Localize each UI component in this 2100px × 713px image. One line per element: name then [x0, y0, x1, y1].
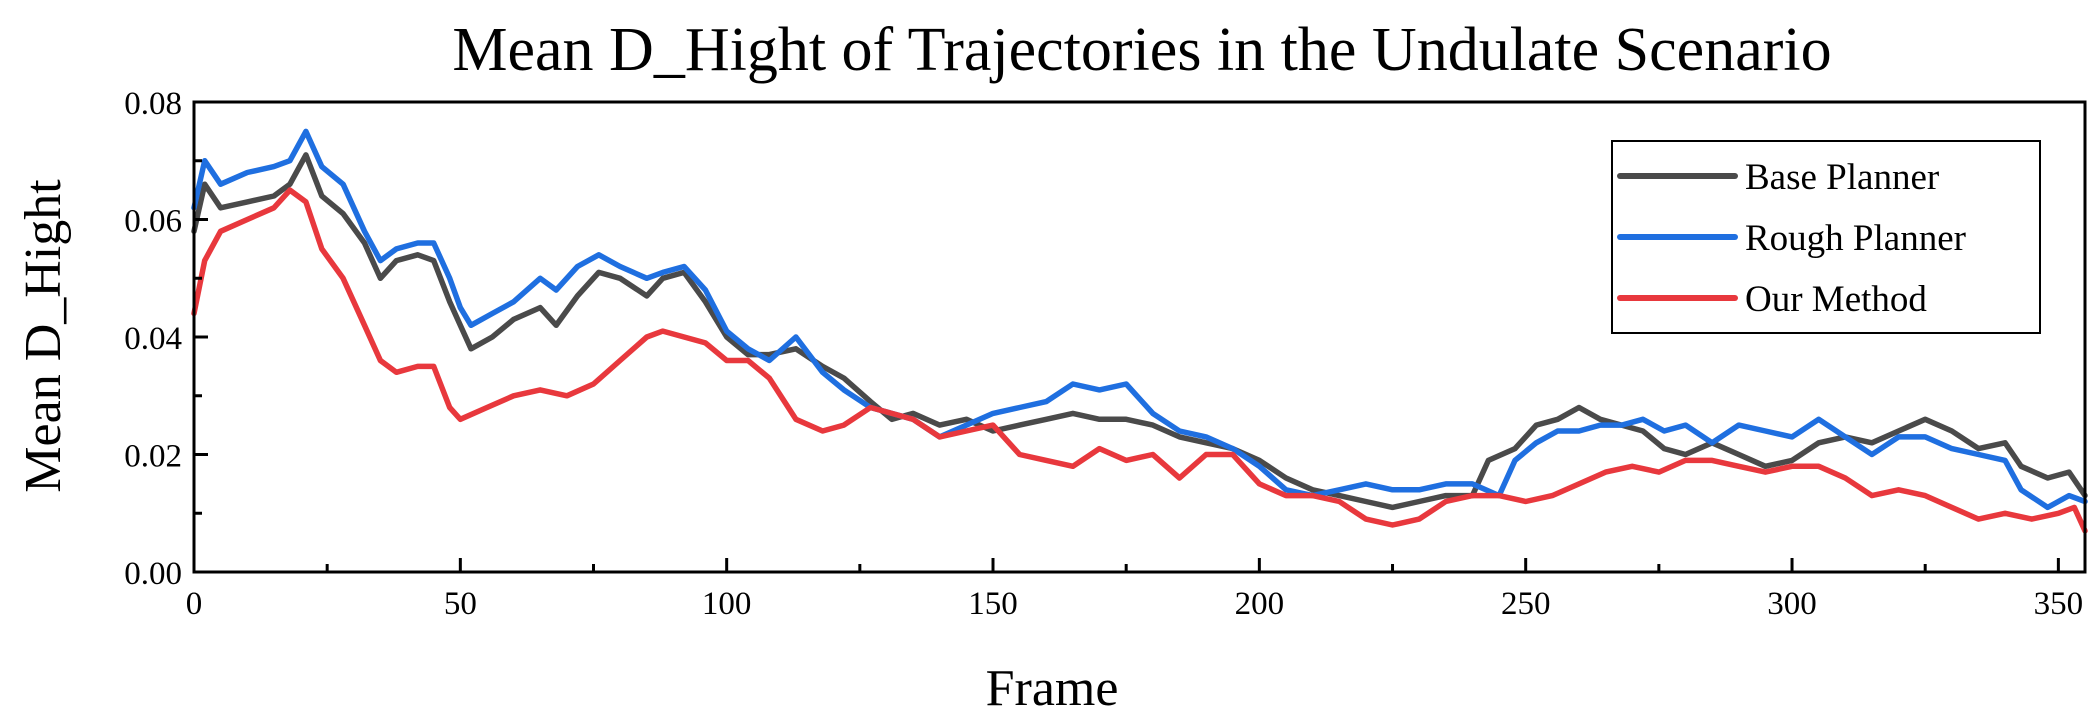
- chart-title: Mean D_Hight of Trajectories in the Undu…: [452, 16, 1831, 84]
- y-axis-label: Mean D_Hight: [15, 179, 72, 493]
- series-group: [191, 128, 2088, 534]
- x-tick-label: 100: [702, 586, 752, 622]
- y-tick-label: 0.00: [124, 556, 182, 592]
- series-line-3: [191, 187, 2088, 534]
- series-line-2: [191, 128, 2088, 511]
- legend: Base Planner Rough Planner Our Method: [1611, 140, 2041, 334]
- series-line-1: [191, 152, 2088, 511]
- x-axis-label: Frame: [986, 660, 1119, 713]
- y-tick-label: 0.08: [124, 86, 182, 122]
- y-tick-label: 0.02: [124, 439, 182, 475]
- x-tick-label: 350: [2034, 586, 2084, 622]
- legend-label: Our Method: [1745, 279, 1927, 320]
- legend-label: Rough Planner: [1745, 218, 1966, 259]
- y-tick-label: 0.06: [124, 204, 182, 240]
- ticks-group: 0 50 100 150 200 250 300 350 0.00 0.02 0.04 0.06 0.0…: [124, 86, 2083, 622]
- x-tick-label: 150: [968, 586, 1018, 622]
- x-tick-label: 300: [1767, 586, 1817, 622]
- x-tick-label: 250: [1501, 586, 1551, 622]
- x-tick-label: 50: [444, 586, 477, 622]
- y-tick-label: 0.04: [124, 321, 182, 357]
- legend-label: Base Planner: [1745, 157, 1939, 198]
- x-tick-label: 0: [186, 586, 203, 622]
- x-tick-label: 200: [1235, 586, 1285, 622]
